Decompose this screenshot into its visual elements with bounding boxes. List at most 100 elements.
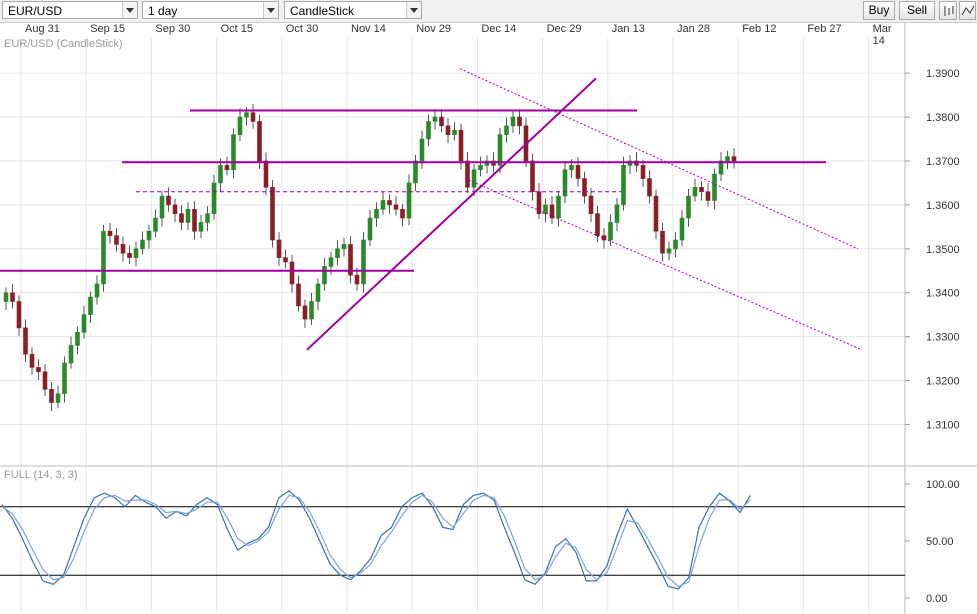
candle (582, 171, 587, 204)
candle (42, 364, 48, 397)
price-tick: 1.3400 (926, 288, 960, 300)
candle (413, 154, 418, 191)
stoch-series-line (1, 494, 751, 588)
candle (692, 178, 698, 202)
candle (647, 169, 652, 204)
candle (614, 198, 620, 232)
candle (562, 160, 568, 204)
candle (94, 275, 100, 305)
candle (445, 118, 451, 144)
candle (653, 189, 659, 240)
candle (400, 203, 405, 227)
date-tick: Oct 15 (220, 23, 253, 35)
candle (367, 209, 373, 247)
candle (465, 152, 470, 194)
price-tick: 1.3500 (926, 244, 960, 256)
candle (588, 187, 594, 222)
stoch-tick: 50.00 (926, 536, 954, 548)
sell-button[interactable]: Sell (899, 1, 935, 20)
candle (283, 249, 288, 269)
chevron-down-icon (122, 2, 137, 18)
price-tick: 1.3800 (926, 112, 960, 124)
candle (81, 305, 87, 339)
candle (322, 257, 327, 291)
candle (185, 202, 191, 231)
candle (640, 159, 646, 187)
candle (302, 299, 308, 328)
uptrend-line (306, 77, 597, 351)
candle (159, 190, 165, 227)
candle (55, 385, 61, 409)
candle (432, 109, 438, 130)
candle (250, 103, 256, 129)
candle (120, 236, 126, 262)
candle (296, 275, 301, 312)
candle (3, 287, 9, 311)
candle (62, 356, 67, 403)
candle (731, 147, 737, 169)
symbol-dropdown[interactable]: EUR/USD (2, 1, 138, 19)
candle (686, 188, 691, 227)
symbol-label: EUR/USD (8, 4, 63, 18)
candle (107, 222, 113, 244)
buy-button[interactable]: Buy (863, 1, 895, 20)
chart-style-label: CandleStick (290, 4, 355, 18)
candle (10, 283, 15, 309)
candles-icon (944, 6, 954, 16)
date-axis: Aug 31 Sep 15 Sep 30 Oct 15 Oct 30 Nov 14 Nov … (0, 22, 905, 47)
candle (549, 196, 555, 225)
candle (426, 114, 431, 147)
candle (679, 210, 685, 247)
date-tick: Dec 29 (546, 23, 582, 35)
candle (140, 231, 145, 255)
chart-type-icon[interactable] (939, 1, 957, 20)
candle (29, 347, 35, 375)
date-tick: Jan 28 (677, 23, 711, 35)
candle (166, 187, 171, 212)
candle (224, 156, 230, 176)
date-tick: Nov 29 (416, 23, 452, 35)
candle (387, 194, 392, 214)
candle (608, 214, 613, 246)
date-tick: Feb 27 (807, 23, 842, 35)
candle (699, 180, 704, 201)
candle (543, 198, 548, 223)
toolbar: EUR/USD 1 day CandleStick Buy Sell (0, 0, 977, 23)
candle (36, 359, 41, 381)
interval-label: 1 day (148, 4, 178, 18)
candle (348, 236, 353, 284)
candle (205, 206, 210, 232)
date-tick: Sep 15 (90, 23, 126, 35)
candle (712, 168, 717, 210)
candle (517, 109, 522, 135)
candle (478, 156, 483, 177)
candle (75, 326, 80, 355)
interval-dropdown[interactable]: 1 day (142, 1, 279, 19)
candle (198, 214, 204, 239)
date-tick: Dec 14 (481, 23, 517, 35)
price-tick: 1.3900 (926, 68, 960, 80)
price-tick: 1.3100 (926, 419, 960, 431)
candle (497, 127, 503, 174)
chart-style-dropdown[interactable]: CandleStick (284, 1, 422, 19)
candle (380, 191, 386, 215)
candle (530, 153, 535, 201)
date-tick: Jan 13 (611, 23, 645, 35)
candle (666, 241, 672, 261)
candle (289, 254, 295, 293)
candle (361, 232, 366, 293)
candle (211, 174, 217, 220)
wave-icon (961, 5, 975, 16)
candle (49, 381, 54, 412)
candle (315, 278, 321, 311)
indicator-icon[interactable] (959, 1, 976, 20)
candle (536, 183, 542, 219)
chevron-down-icon (263, 2, 278, 18)
candle (718, 152, 724, 181)
candle (504, 117, 509, 143)
candle (471, 164, 477, 196)
price-tick: 1.3200 (926, 376, 960, 388)
candle (556, 190, 561, 227)
candle (627, 155, 633, 175)
